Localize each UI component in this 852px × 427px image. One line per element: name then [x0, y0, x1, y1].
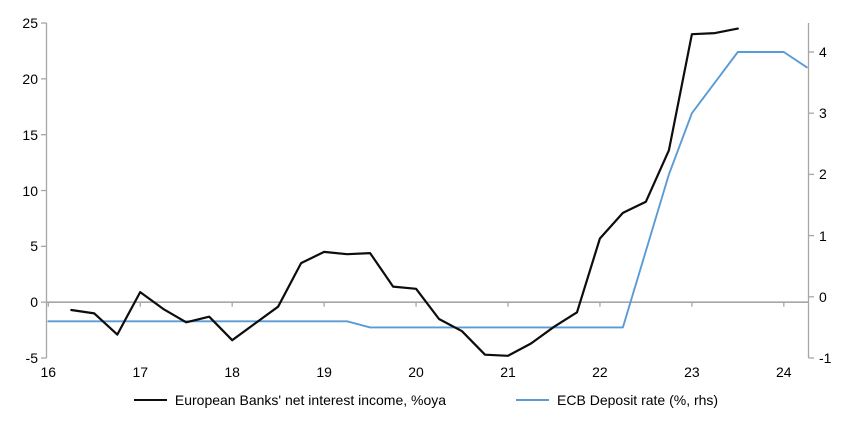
right-axis-tick-label: 3 — [819, 105, 827, 122]
left-axis-tick-label: 15 — [22, 126, 38, 143]
legend-item-net-interest-income: European Banks' net interest income, %oy… — [133, 392, 447, 408]
left-axis-tick-label: -5 — [25, 350, 38, 367]
x-axis-tick-label: 21 — [500, 364, 516, 380]
x-axis-tick-label: 23 — [684, 364, 700, 380]
series-line-ecb-deposit-rate — [47, 51, 808, 329]
nii-line-sample-icon — [133, 399, 167, 401]
left-axis-tick-label: 0 — [30, 294, 38, 311]
x-axis-tick-label: 20 — [408, 364, 424, 380]
right-axis-tick-label: -1 — [819, 350, 832, 366]
left-axis-tick-label: 25 — [22, 15, 38, 32]
legend-label-net-interest-income: European Banks' net interest income, %oy… — [174, 392, 447, 408]
right-axis-tick-label: 0 — [819, 288, 827, 305]
legend-item-ecb-deposit-rate: ECB Deposit rate (%, rhs) — [516, 392, 718, 408]
ecb-line-sample-icon — [516, 399, 550, 401]
left-axis-tick-label: 5 — [30, 238, 38, 255]
chart-legend: European Banks' net interest income, %oy… — [0, 392, 852, 408]
left-axis-tick-label: 20 — [22, 70, 38, 87]
x-axis-tick-label: 19 — [316, 364, 332, 380]
x-axis-tick-label: 17 — [132, 364, 149, 380]
x-axis-tick-label: 24 — [776, 364, 792, 380]
right-axis-tick-label: 4 — [819, 44, 827, 60]
x-axis-tick-label: 16 — [40, 364, 57, 380]
legend-label-ecb-deposit-rate: ECB Deposit rate (%, rhs) — [557, 392, 719, 408]
left-axis-tick-label: 10 — [22, 182, 38, 199]
series-line-net-interest-income — [70, 27, 739, 357]
right-axis-tick-label: 2 — [819, 166, 827, 183]
x-axis-tick-label: 22 — [592, 364, 608, 380]
right-axis-tick-label: 1 — [819, 227, 827, 244]
x-axis-tick-label: 18 — [224, 364, 240, 380]
